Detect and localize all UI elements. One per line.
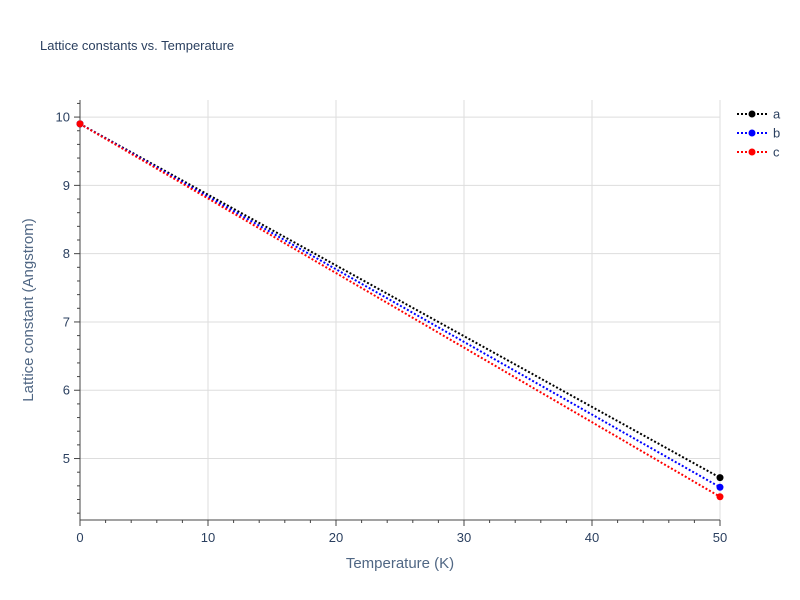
x-tick-label: 40 (585, 530, 599, 545)
x-tick-label: 50 (713, 530, 727, 545)
series-line-c (79, 123, 721, 498)
axes: 0 10 20 30 40 50 5 6 7 8 9 10 (56, 100, 727, 545)
series-line-b (79, 123, 721, 489)
y-tick-label: 7 (63, 314, 70, 329)
x-tick-label: 0 (76, 530, 83, 545)
data-point-a (716, 474, 724, 482)
y-tick-label: 10 (56, 110, 70, 125)
x-axis-title: Temperature (K) (346, 555, 454, 572)
series-line-a (79, 123, 721, 479)
y-tick-label: 6 (63, 383, 70, 398)
legend-label-b: b (773, 126, 780, 141)
y-tick-label: 5 (63, 451, 70, 466)
data-point-b (716, 483, 724, 491)
data-point-c (716, 493, 724, 501)
x-tick-label: 20 (329, 530, 343, 545)
chart-title: Lattice constants vs. Temperature (40, 38, 234, 53)
legend-marker-c (748, 148, 756, 156)
legend-marker-b (748, 129, 756, 137)
y-tick-label: 8 (63, 246, 70, 261)
y-axis-title: Lattice constant (Angstrom) (20, 218, 37, 401)
legend: abc (737, 107, 781, 160)
grid (80, 100, 721, 520)
x-tick-label: 10 (201, 530, 215, 545)
x-tick-label: 30 (457, 530, 471, 545)
legend-label-c: c (773, 145, 780, 160)
data-point-c (76, 120, 84, 128)
y-tick-label: 9 (63, 178, 70, 193)
series-layer (76, 120, 724, 501)
legend-label-a: a (773, 107, 781, 122)
legend-marker-a (748, 110, 756, 118)
